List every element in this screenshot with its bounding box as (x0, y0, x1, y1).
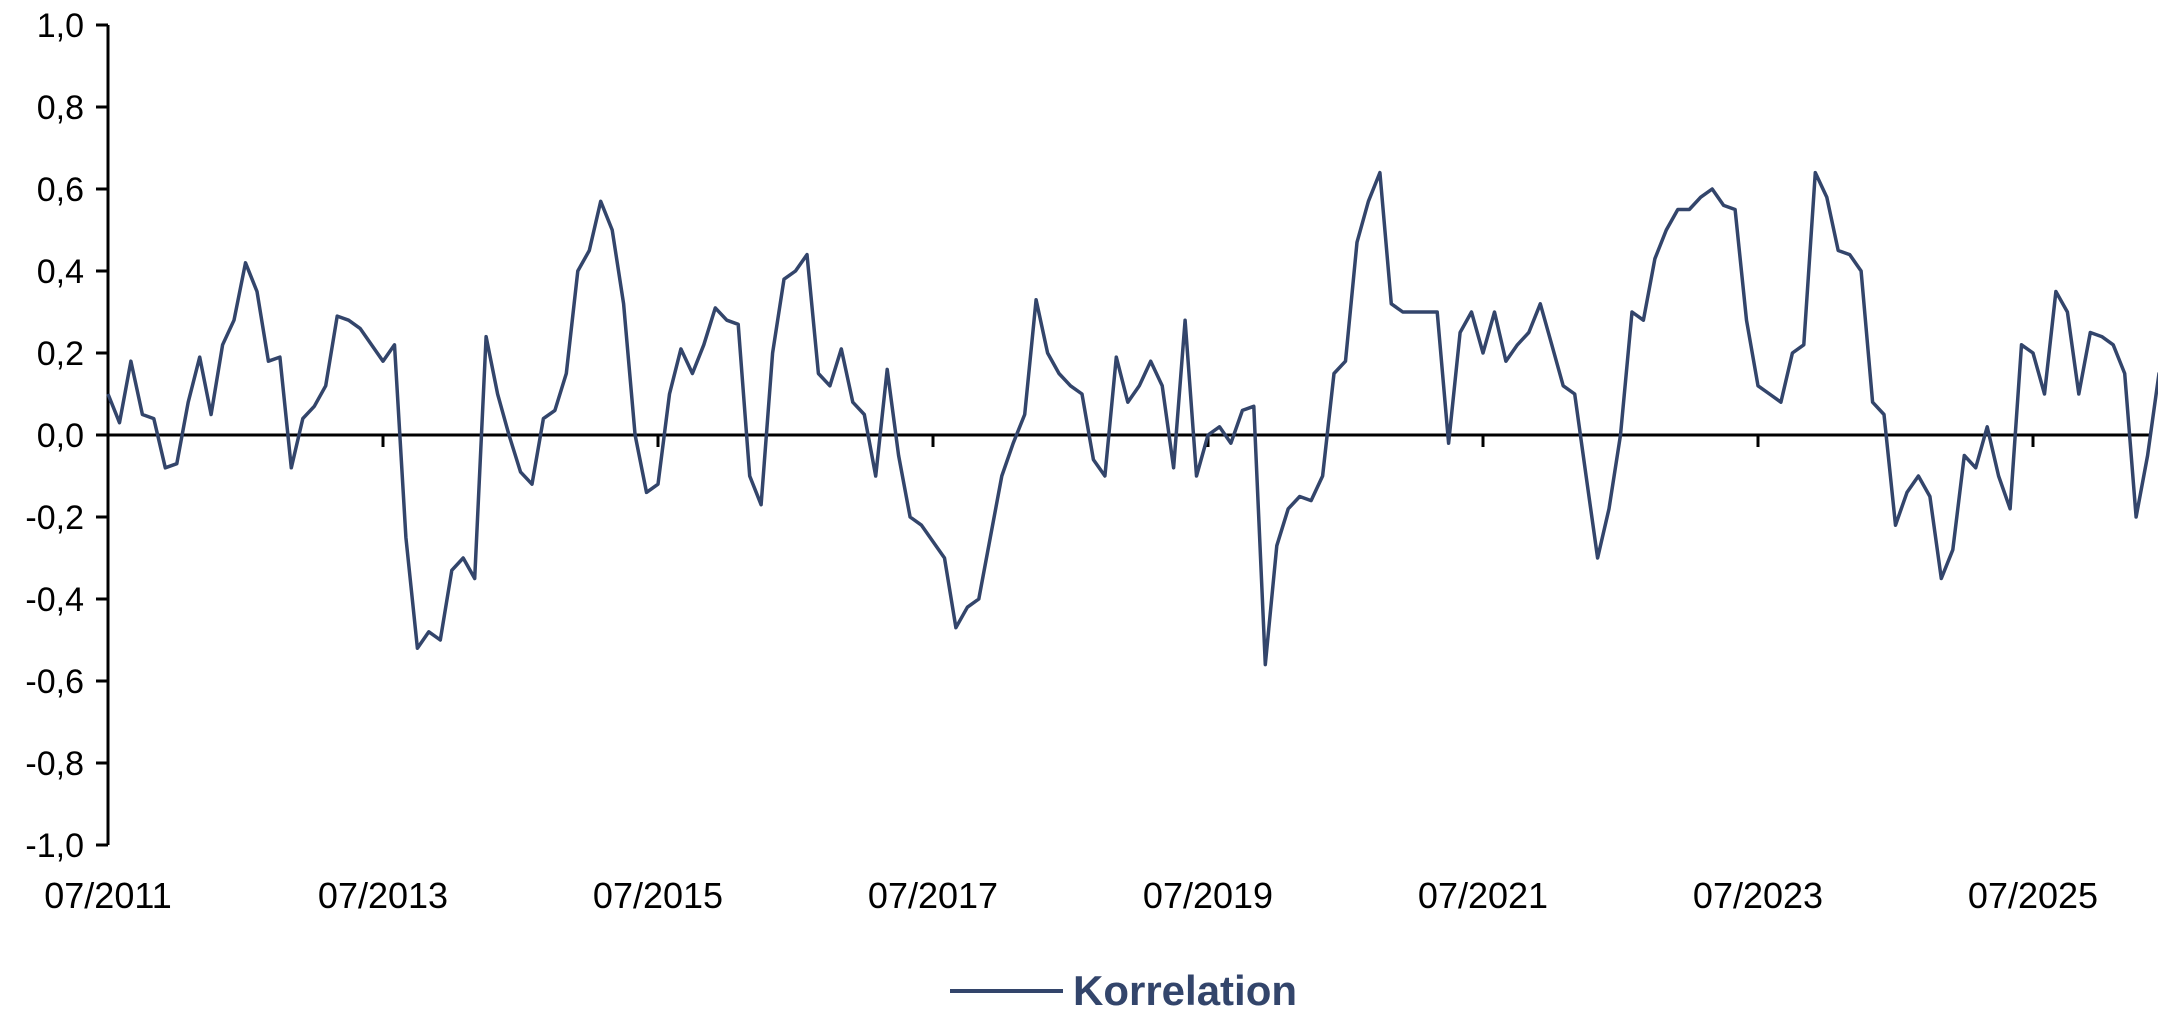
y-tick-label: -0,4 (25, 581, 84, 619)
legend: Korrelation (950, 967, 1297, 1014)
x-tick-label: 07/2015 (593, 875, 723, 916)
y-tick-label: 0,2 (37, 335, 84, 373)
x-tick-label: 07/2019 (1143, 875, 1273, 916)
y-tick-label: -0,2 (25, 499, 84, 537)
y-tick-label: 0,0 (37, 417, 84, 455)
y-tick-label: 0,4 (37, 253, 84, 291)
x-tick-label: 07/2011 (44, 875, 171, 916)
x-axis-ticks: 07/2011 07/2013 07/2015 07/2017 07/2019 07/20… (44, 435, 2098, 916)
y-tick-label: 0,6 (37, 171, 84, 209)
y-tick-label: -1,0 (25, 827, 84, 865)
series-line-korrelation (106, 170, 2158, 667)
x-tick-label: 07/2013 (318, 875, 448, 916)
x-tick-label: 07/2023 (1693, 875, 1823, 916)
y-tick-label: 0,8 (37, 89, 84, 127)
y-tick-label: -0,8 (25, 745, 84, 783)
y-axis-ticks: 1,0 0,8 0,6 0,4 0,2 0,0 -0,2 -0,4 -0,6 -0,8 -1,0 (25, 7, 108, 865)
x-tick-label: 07/2017 (868, 875, 998, 916)
x-tick-label: 07/2021 (1418, 875, 1548, 916)
y-tick-label: 1,0 (37, 7, 84, 45)
y-tick-label: -0,6 (25, 663, 84, 701)
legend-label-korrelation: Korrelation (1073, 967, 1297, 1014)
x-tick-label: 07/2025 (1968, 875, 2098, 916)
